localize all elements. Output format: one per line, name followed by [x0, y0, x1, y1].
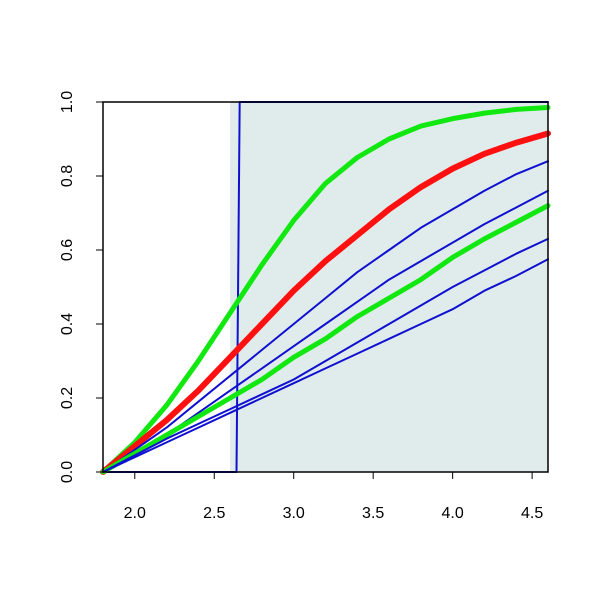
series-line-6 [100, 203, 551, 475]
series-line-3 [100, 130, 551, 475]
shaded-region [230, 102, 548, 472]
series-layer [100, 101, 551, 475]
series-line-8 [102, 258, 549, 473]
y-tick-label: 0.4 [59, 313, 76, 335]
y-tick-label: 0.0 [59, 461, 76, 483]
y-tick-label: 0.2 [59, 387, 76, 409]
x-tick-label: 3.0 [283, 505, 305, 522]
y-tick-label: 0.6 [59, 239, 76, 261]
series-line-7 [102, 237, 549, 473]
x-tick-label: 4.0 [442, 505, 464, 522]
x-tick-label: 2.5 [203, 505, 225, 522]
series-line-4 [102, 160, 549, 473]
x-axis: 2.0 2.5 3.0 3.5 4.0 4.5 [124, 472, 543, 522]
x-tick-label: 3.5 [362, 505, 384, 522]
x-tick-label: 2.0 [124, 505, 146, 522]
y-tick-label: 1.0 [59, 91, 76, 113]
series-line-2 [100, 105, 551, 475]
x-tick-label: 4.5 [521, 505, 543, 522]
y-axis: 0.0 0.2 0.4 0.6 0.8 1.0 [59, 91, 103, 483]
plot-frame [102, 101, 549, 473]
y-tick-label: 0.8 [59, 165, 76, 187]
